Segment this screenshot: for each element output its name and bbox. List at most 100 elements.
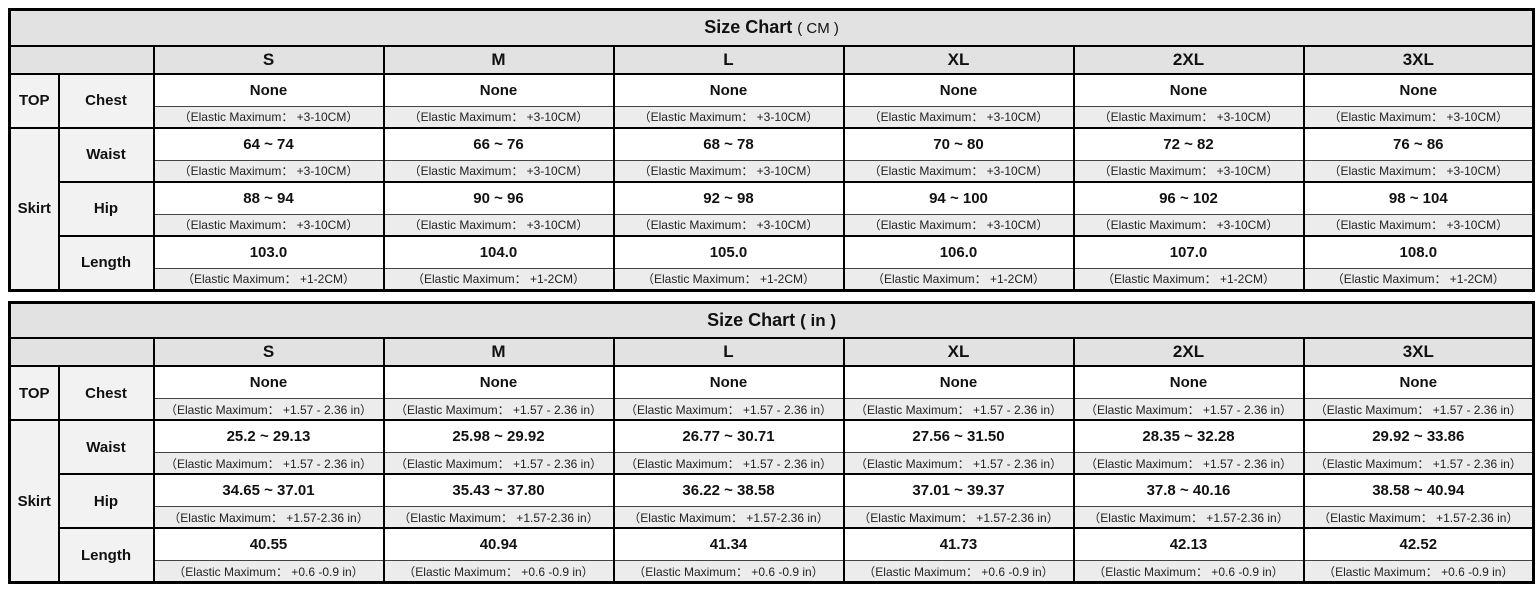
cell-value: 35.43 ~ 37.80 <box>384 475 613 506</box>
size-header-xl: XL <box>842 337 1075 367</box>
data-cell: 104.0 （Elastic Maximum： +1-2CM） <box>382 234 615 291</box>
data-cell: 25.98 ~ 29.92 （Elastic Maximum： +1.57 - … <box>382 419 615 475</box>
cell-note: （Elastic Maximum： +0.6 -0.9 in） <box>384 560 613 581</box>
data-cell: 25.2 ~ 29.13 （Elastic Maximum： +1.57 - 2… <box>152 419 385 475</box>
cell-value: 107.0 <box>1074 236 1303 268</box>
cell-note: （Elastic Maximum： +1.57 - 2.36 in） <box>1074 398 1303 419</box>
data-cell: 42.13 （Elastic Maximum： +0.6 -0.9 in） <box>1072 527 1305 584</box>
header-corner-cell <box>8 44 155 75</box>
cell-note: （Elastic Maximum： +3-10CM） <box>1304 213 1533 235</box>
cell-value: 28.35 ~ 32.28 <box>1074 421 1303 452</box>
cell-value: 37.01 ~ 39.37 <box>844 475 1073 506</box>
cell-value: 40.94 <box>384 529 613 560</box>
data-cell: 42.52 （Elastic Maximum： +0.6 -0.9 in） <box>1302 527 1535 584</box>
data-cell: 98 ~ 104 （Elastic Maximum： +3-10CM） <box>1302 180 1535 237</box>
data-cell: 68 ~ 78 （Elastic Maximum： +3-10CM） <box>612 126 845 183</box>
data-cell: None （Elastic Maximum： +1.57 - 2.36 in） <box>842 365 1075 421</box>
cell-note: （Elastic Maximum： +3-10CM） <box>1074 213 1303 235</box>
cell-note: （Elastic Maximum： +1-2CM） <box>1304 267 1533 289</box>
size-header-3xl: 3XL <box>1302 44 1535 75</box>
data-cell: 64 ~ 74 （Elastic Maximum： +3-10CM） <box>152 126 385 183</box>
cell-value: 25.2 ~ 29.13 <box>154 421 383 452</box>
cell-note: （Elastic Maximum： +1.57-2.36 in） <box>384 506 613 527</box>
cell-note: （Elastic Maximum： +3-10CM） <box>844 105 1073 127</box>
data-cell: 105.0 （Elastic Maximum： +1-2CM） <box>612 234 845 291</box>
cell-note: （Elastic Maximum： +3-10CM） <box>154 213 383 235</box>
cell-note: （Elastic Maximum： +1.57 - 2.36 in） <box>614 398 843 419</box>
cell-note: （Elastic Maximum： +1-2CM） <box>614 267 843 289</box>
table-title: Size Chart ( in ) <box>8 301 1535 339</box>
cell-value: 27.56 ~ 31.50 <box>844 421 1073 452</box>
table-title-text: Size Chart <box>707 309 796 330</box>
cell-value: 105.0 <box>614 236 843 268</box>
cell-note: （Elastic Maximum： +0.6 -0.9 in） <box>844 560 1073 581</box>
cell-value: None <box>1074 367 1303 398</box>
cell-value: 29.92 ~ 33.86 <box>1304 421 1533 452</box>
cell-note: （Elastic Maximum： +1-2CM） <box>384 267 613 289</box>
data-cell: 29.92 ~ 33.86 （Elastic Maximum： +1.57 - … <box>1302 419 1535 475</box>
data-cell: None （Elastic Maximum： +1.57 - 2.36 in） <box>152 365 385 421</box>
cell-note: （Elastic Maximum： +1.57 - 2.36 in） <box>844 452 1073 473</box>
data-cell: 72 ~ 82 （Elastic Maximum： +3-10CM） <box>1072 126 1305 183</box>
cell-value: 72 ~ 82 <box>1074 128 1303 160</box>
data-cell: 38.58 ~ 40.94 （Elastic Maximum： +1.57-2.… <box>1302 473 1535 529</box>
size-header-2xl: 2XL <box>1072 44 1305 75</box>
cell-value: 38.58 ~ 40.94 <box>1304 475 1533 506</box>
cell-note: （Elastic Maximum： +1.57-2.36 in） <box>1304 506 1533 527</box>
cell-note: （Elastic Maximum： +1.57 - 2.36 in） <box>154 398 383 419</box>
cell-note: （Elastic Maximum： +1.57 - 2.36 in） <box>844 398 1073 419</box>
data-cell: 41.73 （Elastic Maximum： +0.6 -0.9 in） <box>842 527 1075 584</box>
cell-value: 25.98 ~ 29.92 <box>384 421 613 452</box>
size-header-2xl: 2XL <box>1072 337 1305 367</box>
cell-value: 41.73 <box>844 529 1073 560</box>
table-row-hip: Hip 88 ~ 94 （Elastic Maximum： +3-10CM） 9… <box>10 180 1535 237</box>
size-chart-cm-table: Size Chart ( CM ) S M L XL 2XL 3XL TOP C… <box>8 8 1536 292</box>
cell-note: （Elastic Maximum： +0.6 -0.9 in） <box>1074 560 1303 581</box>
cell-value: 96 ~ 102 <box>1074 182 1303 214</box>
table-title-row: Size Chart ( in ) <box>8 301 1535 339</box>
cell-note: （Elastic Maximum： +3-10CM） <box>614 213 843 235</box>
data-cell: 106.0 （Elastic Maximum： +1-2CM） <box>842 234 1075 291</box>
cell-value: None <box>844 74 1073 106</box>
size-header-row: S M L XL 2XL 3XL <box>8 44 1535 75</box>
cell-value: None <box>384 74 613 106</box>
cell-value: 76 ~ 86 <box>1304 128 1533 160</box>
data-cell: None （Elastic Maximum： +3-10CM） <box>612 72 845 129</box>
cell-note: （Elastic Maximum： +3-10CM） <box>844 159 1073 181</box>
cell-note: （Elastic Maximum： +3-10CM） <box>384 105 613 127</box>
table-row-chest: TOP Chest None （Elastic Maximum： +1.57 -… <box>8 365 1535 421</box>
row-label-hip: Hip <box>57 180 155 237</box>
cell-value: 41.34 <box>614 529 843 560</box>
data-cell: 88 ~ 94 （Elastic Maximum： +3-10CM） <box>152 180 385 237</box>
data-cell: 27.56 ~ 31.50 （Elastic Maximum： +1.57 - … <box>842 419 1075 475</box>
data-cell: 35.43 ~ 37.80 （Elastic Maximum： +1.57-2.… <box>382 473 615 529</box>
data-cell: None （Elastic Maximum： +1.57 - 2.36 in） <box>382 365 615 421</box>
cell-note: （Elastic Maximum： +3-10CM） <box>1074 159 1303 181</box>
cell-note: （Elastic Maximum： +3-10CM） <box>1304 105 1533 127</box>
cell-value: None <box>1074 74 1303 106</box>
cell-value: 66 ~ 76 <box>384 128 613 160</box>
size-header-s: S <box>152 337 385 367</box>
data-cell: 37.8 ~ 40.16 （Elastic Maximum： +1.57-2.3… <box>1072 473 1305 529</box>
cell-value: 34.65 ~ 37.01 <box>154 475 383 506</box>
size-header-l: L <box>612 44 845 75</box>
cell-value: 92 ~ 98 <box>614 182 843 214</box>
cell-note: （Elastic Maximum： +3-10CM） <box>844 213 1073 235</box>
cell-note: （Elastic Maximum： +3-10CM） <box>384 213 613 235</box>
cell-note: （Elastic Maximum： +1-2CM） <box>1074 267 1303 289</box>
data-cell: 70 ~ 80 （Elastic Maximum： +3-10CM） <box>842 126 1075 183</box>
cell-note: （Elastic Maximum： +1.57-2.36 in） <box>844 506 1073 527</box>
cell-value: 42.52 <box>1304 529 1533 560</box>
group-label-top: TOP <box>8 365 60 421</box>
table-title-unit: ( CM ) <box>797 20 839 38</box>
cell-value: 42.13 <box>1074 529 1303 560</box>
cell-value: None <box>614 367 843 398</box>
header-corner-cell <box>8 337 155 367</box>
cell-value: 26.77 ~ 30.71 <box>614 421 843 452</box>
table-row-waist: Skirt Waist 25.2 ~ 29.13 （Elastic Maximu… <box>8 419 1535 584</box>
data-cell: 66 ~ 76 （Elastic Maximum： +3-10CM） <box>382 126 615 183</box>
row-label-length: Length <box>57 234 155 291</box>
size-header-xl: XL <box>842 44 1075 75</box>
data-cell: None （Elastic Maximum： +1.57 - 2.36 in） <box>612 365 845 421</box>
cell-note: （Elastic Maximum： +0.6 -0.9 in） <box>1304 560 1533 581</box>
